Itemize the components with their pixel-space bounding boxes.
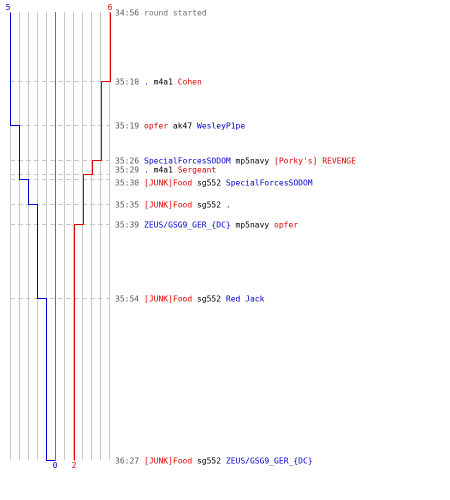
event-time: 35:54	[115, 295, 139, 304]
event-text-part: ZEUS/GSG9_GER_{DC}	[226, 457, 313, 466]
event-text-part: ak47	[173, 122, 197, 131]
event-time: 34:56	[115, 9, 139, 18]
event-time: 35:35	[115, 201, 139, 210]
event-time: 35:19	[115, 122, 139, 131]
event-text-part: Red Jack	[226, 295, 265, 304]
event-text: . m4a1 Sergeant	[144, 166, 216, 175]
event-text-part: WesleyP1pe	[197, 122, 245, 131]
event-text-part: [JUNK]Food	[144, 179, 197, 188]
event-time: 35:39	[115, 221, 139, 230]
event-text: [JUNK]Food sg552 ZEUS/GSG9_GER_{DC}	[144, 457, 313, 466]
event-text-part: sg552	[197, 295, 226, 304]
event-time: 36:27	[115, 457, 139, 466]
event-text-part: m4a1	[154, 166, 178, 175]
event-dashed-lines	[10, 81, 110, 299]
event-text: ZEUS/GSG9_GER_{DC} mp5navy opfer	[144, 221, 298, 230]
event-text-part: .	[144, 78, 154, 87]
event-text-part: [Porky's] REVENGE	[274, 157, 356, 166]
event-text-part: opfer	[274, 221, 298, 230]
event-text: [JUNK]Food sg552 Red Jack	[144, 295, 265, 304]
event-text-part: SpecialForcesSODOM	[226, 179, 313, 188]
red-start-count: 6	[108, 3, 113, 12]
event-time: 35:26	[115, 157, 139, 166]
event-text: round started	[144, 9, 207, 18]
blue-end-count: 0	[53, 461, 58, 470]
event-text-part: sg552	[197, 179, 226, 188]
event-time: 35:29	[115, 166, 139, 175]
event-text-part: mp5navy	[236, 221, 275, 230]
event-text: opfer ak47 WesleyP1pe	[144, 122, 245, 131]
blue-start-count: 5	[6, 3, 11, 12]
blue-alive-line	[10, 12, 56, 461]
event-time: 35:10	[115, 78, 139, 87]
event-text: SpecialForcesSODOM mp5navy [Porky's] REV…	[144, 157, 356, 166]
event-text-part: sg552	[197, 201, 226, 210]
event-time: 35:30	[115, 179, 139, 188]
event-text: . m4a1 Cohen	[144, 78, 202, 87]
event-text-part: SpecialForcesSODOM	[144, 157, 236, 166]
red-end-count: 2	[72, 461, 77, 470]
event-text-part: round started	[144, 9, 207, 18]
alive-lines	[10, 12, 111, 461]
event-text-part: m4a1	[154, 78, 178, 87]
event-text-part: Sergeant	[178, 166, 217, 175]
event-text: [JUNK]Food sg552 SpecialForcesSODOM	[144, 179, 313, 188]
event-text-part: [JUNK]Food	[144, 295, 197, 304]
grid	[10, 12, 110, 460]
event-text-part: ZEUS/GSG9_GER_{DC}	[144, 221, 236, 230]
event-text-part: opfer	[144, 122, 173, 131]
event-text-part: .	[226, 201, 231, 210]
event-text-part: mp5navy	[236, 157, 275, 166]
event-text-part: sg552	[197, 457, 226, 466]
event-text-part: .	[144, 166, 154, 175]
event-text-part: [JUNK]Food	[144, 457, 197, 466]
event-text-part: [JUNK]Food	[144, 201, 197, 210]
red-alive-line	[74, 12, 111, 461]
event-text-part: Cohen	[178, 78, 202, 87]
event-text: [JUNK]Food sg552 .	[144, 201, 231, 210]
